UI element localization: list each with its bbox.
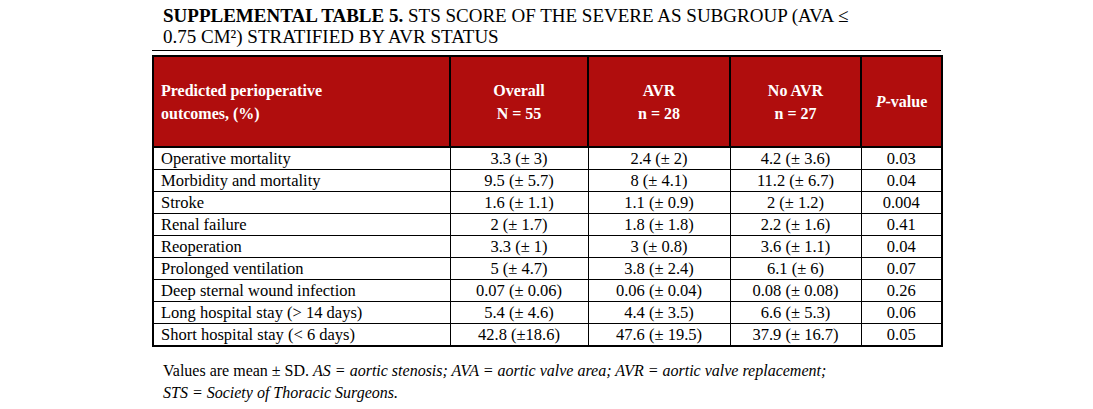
footnote-line2: STS = Society of Thoracic Surgeons. (163, 382, 1003, 404)
footnote-regular: Values are mean ± SD. (163, 362, 313, 379)
table-row: Prolonged ventilation 5 (± 4.7) 3.8 (± 2… (153, 258, 942, 280)
cell-avr: 0.06 (± 0.04) (588, 280, 730, 302)
cell-outcome: Operative mortality (153, 147, 450, 170)
cell-pvalue: 0.26 (861, 280, 942, 302)
cell-pvalue: 0.004 (861, 192, 942, 214)
table-row: Renal failure 2 (± 1.7) 1.8 (± 1.8) 2.2 … (153, 214, 942, 236)
cell-avr: 8 (± 4.1) (588, 170, 730, 192)
cell-noavr: 6.6 (± 5.3) (730, 302, 861, 324)
col-header-noavr-line1: No AVR (731, 79, 860, 102)
table-row: Stroke 1.6 (± 1.1) 1.1 (± 0.9) 2 (± 1.2)… (153, 192, 942, 214)
footnote-abbreviations-line1: AS = aortic stenosis; AVA = aortic valve… (313, 362, 826, 379)
table-row: Short hospital stay (< 6 days) 42.8 (±18… (153, 324, 942, 347)
table-row: Long hospital stay (> 14 days) 5.4 (± 4.… (153, 302, 942, 324)
col-header-outcomes-line1: Predicted perioperative (161, 79, 449, 102)
cell-outcome: Renal failure (153, 214, 450, 236)
title-label: SUPPLEMENTAL TABLE 5. (163, 5, 403, 26)
cell-noavr: 11.2 (± 6.7) (730, 170, 861, 192)
cell-avr: 1.1 (± 0.9) (588, 192, 730, 214)
cell-pvalue: 0.05 (861, 324, 942, 347)
cell-pvalue: 0.41 (861, 214, 942, 236)
cell-noavr: 4.2 (± 3.6) (730, 147, 861, 170)
cell-outcome: Long hospital stay (> 14 days) (153, 302, 450, 324)
cell-noavr: 2 (± 1.2) (730, 192, 861, 214)
col-header-avr: AVR n = 28 (588, 56, 730, 147)
title-text-line1: STS SCORE OF THE SEVERE AS SUBGROUP (AVA… (403, 5, 848, 26)
cell-overall: 9.5 (± 5.7) (450, 170, 588, 192)
col-header-overall: Overall N = 55 (450, 56, 588, 147)
table-row: Deep sternal wound infection 0.07 (± 0.0… (153, 280, 942, 302)
cell-overall: 1.6 (± 1.1) (450, 192, 588, 214)
cell-outcome: Short hospital stay (< 6 days) (153, 324, 450, 347)
cell-outcome: Morbidity and mortality (153, 170, 450, 192)
cell-overall: 42.8 (±18.6) (450, 324, 588, 347)
cell-overall: 3.3 (± 1) (450, 236, 588, 258)
cell-pvalue: 0.04 (861, 170, 942, 192)
col-header-pvalue: P-value (861, 56, 942, 147)
col-header-pvalue-p: P (876, 93, 886, 110)
cell-outcome: Reoperation (153, 236, 450, 258)
footnote: Values are mean ± SD. AS = aortic stenos… (163, 360, 1003, 404)
sts-score-table: Predicted perioperative outcomes, (%) Ov… (152, 55, 943, 347)
col-header-noavr-line2: n = 27 (731, 102, 860, 125)
table-row: Reoperation 3.3 (± 1) 3 (± 0.8) 3.6 (± 1… (153, 236, 942, 258)
footnote-line1: Values are mean ± SD. AS = aortic stenos… (163, 360, 1003, 382)
table-row: Operative mortality 3.3 (± 3) 2.4 (± 2) … (153, 147, 942, 170)
cell-overall: 5.4 (± 4.6) (450, 302, 588, 324)
col-header-avr-line1: AVR (589, 79, 729, 102)
cell-avr: 2.4 (± 2) (588, 147, 730, 170)
cell-outcome: Deep sternal wound infection (153, 280, 450, 302)
cell-pvalue: 0.07 (861, 258, 942, 280)
header-row: Predicted perioperative outcomes, (%) Ov… (153, 56, 942, 147)
col-header-outcomes: Predicted perioperative outcomes, (%) (153, 56, 450, 147)
cell-outcome: Prolonged ventilation (153, 258, 450, 280)
cell-avr: 3.8 (± 2.4) (588, 258, 730, 280)
table-title: SUPPLEMENTAL TABLE 5. STS SCORE OF THE S… (152, 5, 941, 51)
cell-overall: 0.07 (± 0.06) (450, 280, 588, 302)
title-line1: SUPPLEMENTAL TABLE 5. STS SCORE OF THE S… (163, 5, 941, 26)
cell-noavr: 37.9 (± 16.7) (730, 324, 861, 347)
title-text-line2: 0.75 CM²) STRATIFIED BY AVR STATUS (163, 26, 941, 47)
cell-noavr: 2.2 (± 1.6) (730, 214, 861, 236)
page: SUPPLEMENTAL TABLE 5. STS SCORE OF THE S… (0, 0, 1093, 409)
table-row: Morbidity and mortality 9.5 (± 5.7) 8 (±… (153, 170, 942, 192)
cell-avr: 47.6 (± 19.5) (588, 324, 730, 347)
cell-noavr: 0.08 (± 0.08) (730, 280, 861, 302)
cell-overall: 5 (± 4.7) (450, 258, 588, 280)
cell-noavr: 3.6 (± 1.1) (730, 236, 861, 258)
col-header-avr-line2: n = 28 (589, 102, 729, 125)
col-header-noavr: No AVR n = 27 (730, 56, 861, 147)
cell-avr: 4.4 (± 3.5) (588, 302, 730, 324)
cell-outcome: Stroke (153, 192, 450, 214)
cell-noavr: 6.1 (± 6) (730, 258, 861, 280)
footnote-abbreviations-line2: STS = Society of Thoracic Surgeons. (163, 384, 398, 401)
col-header-outcomes-line2: outcomes, (%) (161, 102, 449, 125)
cell-pvalue: 0.04 (861, 236, 942, 258)
cell-avr: 3 (± 0.8) (588, 236, 730, 258)
col-header-overall-line1: Overall (451, 79, 587, 102)
cell-overall: 2 (± 1.7) (450, 214, 588, 236)
cell-avr: 1.8 (± 1.8) (588, 214, 730, 236)
cell-pvalue: 0.06 (861, 302, 942, 324)
col-header-overall-line2: N = 55 (451, 102, 587, 125)
cell-pvalue: 0.03 (861, 147, 942, 170)
col-header-pvalue-rest: -value (886, 93, 928, 110)
cell-overall: 3.3 (± 3) (450, 147, 588, 170)
